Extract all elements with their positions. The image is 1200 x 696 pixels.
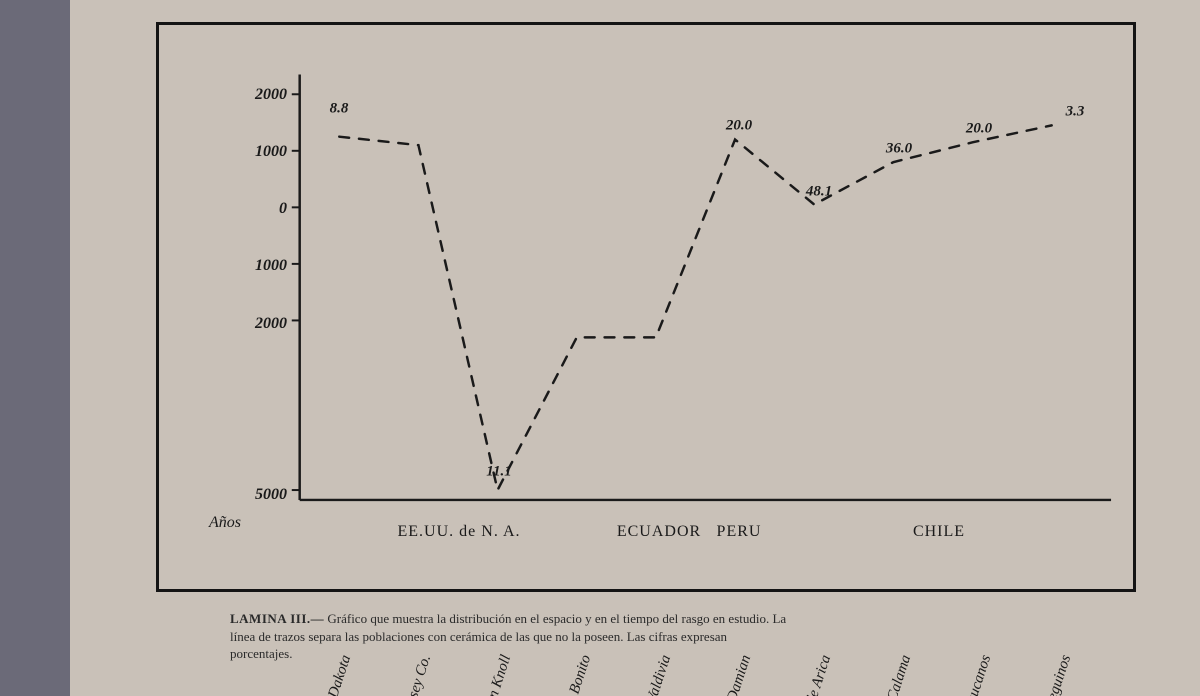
figure-caption: LAMINA III.— Gráfico que muestra la dist… (230, 610, 790, 663)
region-label: PERU (717, 523, 762, 541)
data-point-label: 20.0 (726, 118, 752, 135)
data-point-label: 11.1 (486, 464, 511, 481)
y-tick-label: 5000 (255, 486, 287, 504)
plot-area (299, 95, 1099, 495)
data-point-label: 48.1 (806, 184, 832, 201)
paper-sheet: 2000 1000 0 1000 2000 5000 Años EE.UU. de N. A.… (70, 0, 1200, 696)
y-tick-label: 0 (279, 200, 287, 218)
region-label: EE.UU. de N. A. (398, 523, 521, 541)
caption-lead: LAMINA III.— (230, 611, 324, 626)
y-tick-label: 1000 (255, 143, 287, 161)
page-background: 2000 1000 0 1000 2000 5000 Años EE.UU. de N. A.… (0, 0, 1200, 696)
chart-frame: 2000 1000 0 1000 2000 5000 Años EE.UU. de N. A.… (156, 22, 1136, 592)
y-axis-label: Años (209, 514, 241, 532)
data-point-label: 8.8 (330, 101, 349, 118)
region-label: ECUADOR (617, 523, 701, 541)
region-label: CHILE (913, 523, 965, 541)
data-point-label: 20.0 (966, 121, 992, 138)
data-point-label: 36.0 (886, 141, 912, 158)
x-tick-label: Calama (884, 653, 915, 696)
data-point-label: 3.3 (1066, 104, 1085, 121)
y-tick-label: 2000 (255, 86, 287, 104)
y-tick-label: 2000 (255, 315, 287, 333)
x-tick-label: Fueguinos (1039, 653, 1075, 696)
x-tick-label: Araucanos (959, 653, 995, 696)
y-tick-label: 1000 (255, 257, 287, 275)
x-tick-label: Ab. de Arica (796, 653, 835, 696)
